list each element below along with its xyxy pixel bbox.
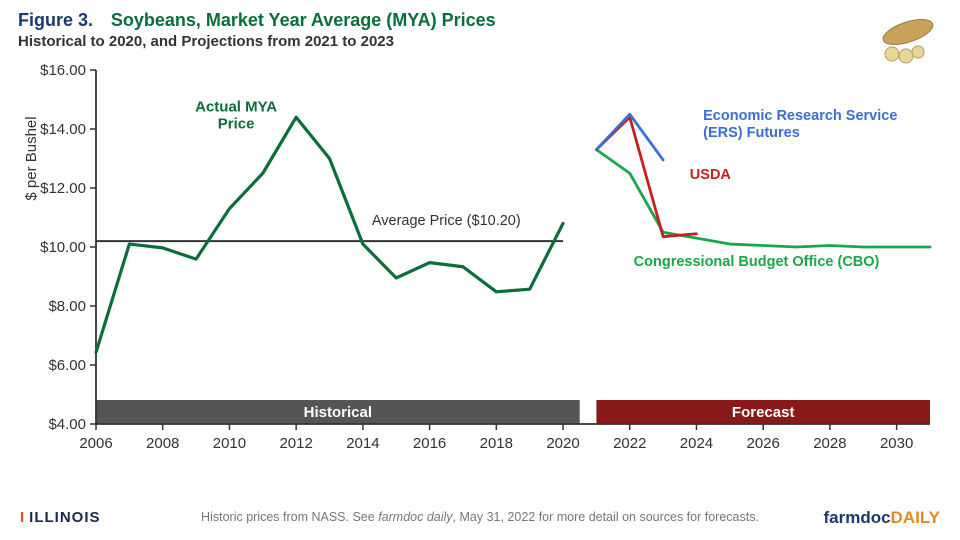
figure-subtitle: Historical to 2020, and Projections from… [18, 33, 496, 50]
svg-text:USDA: USDA [690, 167, 732, 183]
svg-text:$12.00: $12.00 [40, 180, 86, 197]
svg-text:$6.00: $6.00 [48, 357, 86, 374]
svg-text:2028: 2028 [813, 435, 846, 452]
svg-text:Actual MYA: Actual MYA [195, 98, 277, 115]
svg-text:2012: 2012 [279, 435, 312, 452]
footnote: Historic prices from NASS. See farmdoc d… [0, 510, 960, 524]
svg-text:2016: 2016 [413, 435, 446, 452]
footer: IILLINOIS Historic prices from NASS. See… [0, 504, 960, 534]
svg-text:Congressional Budget Office (C: Congressional Budget Office (CBO) [634, 254, 880, 270]
page: Figure 3. Soybeans, Market Year Average … [0, 0, 960, 540]
svg-text:Average Price ($10.20): Average Price ($10.20) [372, 213, 521, 229]
title-block: Figure 3. Soybeans, Market Year Average … [18, 10, 496, 50]
svg-text:$14.00: $14.00 [40, 121, 86, 138]
svg-text:2006: 2006 [79, 435, 112, 452]
svg-text:$10.00: $10.00 [40, 239, 86, 256]
svg-text:$ per Bushel: $ per Bushel [23, 116, 40, 200]
svg-text:2014: 2014 [346, 435, 379, 452]
svg-text:2022: 2022 [613, 435, 646, 452]
svg-text:2030: 2030 [880, 435, 913, 452]
footnote-part1: Historic prices from NASS. See [201, 510, 378, 524]
svg-text:2008: 2008 [146, 435, 179, 452]
svg-text:$4.00: $4.00 [48, 416, 86, 433]
figure-label: Figure 3. [18, 10, 93, 30]
svg-text:2026: 2026 [747, 435, 780, 452]
price-chart: $4.00 $6.00 $8.00 $10.00 $12.00 $14.00 $16.00 $… [18, 60, 942, 480]
footnote-part2: , May 31, 2022 for more detail on source… [453, 510, 759, 524]
svg-text:Price: Price [218, 115, 255, 132]
farmdoc-logo: farmdocDAILY [823, 508, 940, 528]
svg-text:Forecast: Forecast [732, 404, 795, 421]
svg-text:2020: 2020 [546, 435, 579, 452]
svg-text:2010: 2010 [213, 435, 246, 452]
svg-text:Historical: Historical [304, 404, 372, 421]
footnote-italic: farmdoc daily [378, 510, 452, 524]
svg-text:2018: 2018 [480, 435, 513, 452]
figure-title: Soybeans, Market Year Average (MYA) Pric… [111, 10, 496, 30]
svg-text:Economic Research Service: Economic Research Service [703, 108, 897, 124]
farmdoc-text: farmdoc [823, 508, 890, 527]
svg-text:(ERS) Futures: (ERS) Futures [703, 125, 800, 141]
svg-text:$16.00: $16.00 [40, 62, 86, 79]
svg-text:2024: 2024 [680, 435, 713, 452]
svg-text:$8.00: $8.00 [48, 298, 86, 315]
daily-text: DAILY [891, 508, 940, 527]
